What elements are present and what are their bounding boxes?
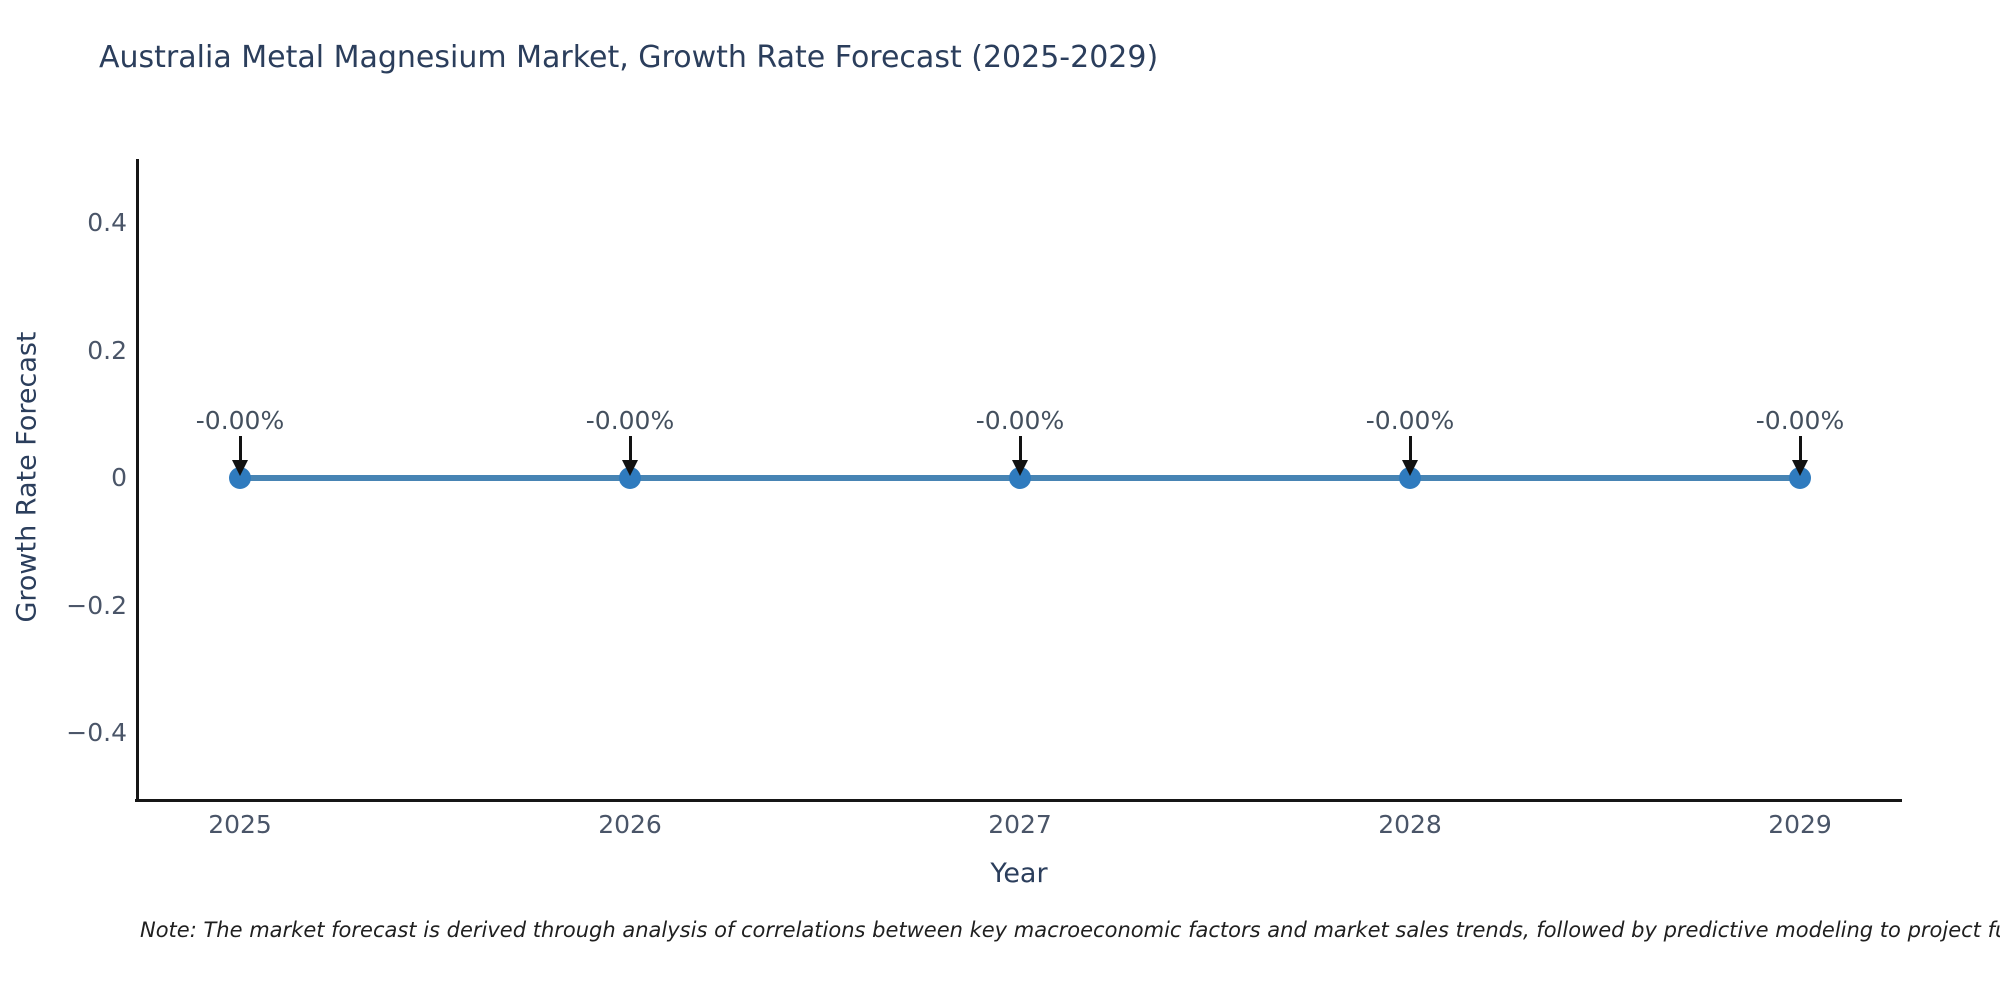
y-tick-label: −0.4	[66, 718, 127, 747]
x-tick-label: 2027	[988, 810, 1052, 839]
chart-title: Australia Metal Magnesium Market, Growth…	[99, 40, 1159, 75]
y-tick-label: 0	[111, 463, 127, 492]
annotation-arrow-shaft	[238, 436, 242, 460]
y-tick-label: −0.2	[66, 590, 127, 620]
y-tick-label: 0.2	[87, 335, 127, 365]
x-tick-label: 2029	[1768, 810, 1832, 839]
annotation-arrowhead	[1012, 460, 1028, 476]
x-axis-line	[135, 799, 1902, 802]
annotation-arrowhead	[1792, 460, 1808, 476]
footnote: Note: The market forecast is derived thr…	[140, 918, 2000, 942]
x-axis-title: Year	[990, 858, 1048, 889]
point-annotation: -0.00%	[1365, 406, 1455, 435]
point-annotation: -0.00%	[195, 406, 285, 435]
annotation-arrow-shaft	[1798, 436, 1802, 460]
x-tick-label: 2025	[208, 810, 272, 839]
annotation-arrowhead	[1402, 460, 1418, 476]
annotation-arrow-shaft	[1018, 436, 1022, 460]
annotation-arrow-shaft	[1408, 436, 1412, 460]
x-tick-label: 2028	[1378, 810, 1442, 839]
y-axis-line	[136, 159, 139, 802]
annotation-arrow-shaft	[628, 436, 632, 460]
annotation-arrowhead	[232, 460, 248, 476]
x-tick-label: 2026	[598, 810, 662, 839]
point-annotation: -0.00%	[975, 406, 1065, 435]
annotation-arrowhead	[622, 460, 638, 476]
point-annotation: -0.00%	[585, 406, 675, 435]
y-tick-label: 0.4	[87, 208, 127, 237]
point-annotation: -0.00%	[1755, 406, 1845, 435]
